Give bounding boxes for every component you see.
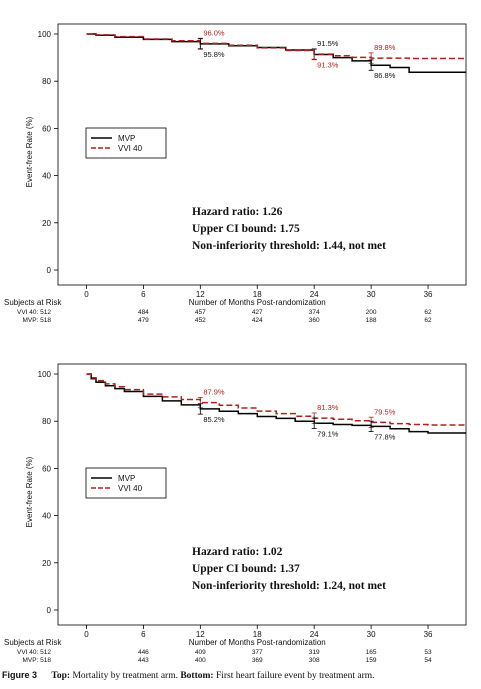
y-tick-label: 20 xyxy=(42,559,51,568)
x-tick-label: 36 xyxy=(424,630,433,639)
caption-bottom-label: Bottom: xyxy=(180,671,214,681)
risk-count: 360 xyxy=(309,317,320,324)
y-tick-label: 100 xyxy=(38,370,52,379)
y-axis-label: Event-free Rate (%) xyxy=(25,456,34,527)
x-tick-label: 18 xyxy=(253,630,262,639)
x-tick-label: 6 xyxy=(141,290,146,299)
caption-top-label: Top: xyxy=(51,671,71,681)
point-label: 96.0% xyxy=(203,28,225,37)
legend-label: MVP xyxy=(118,474,135,483)
point-label: 79.5% xyxy=(374,407,396,416)
risk-count: 319 xyxy=(309,649,320,656)
legend-label: MVP xyxy=(118,134,135,143)
risk-count: 308 xyxy=(309,657,320,664)
risk-count: 427 xyxy=(252,309,263,316)
series-line-mvp xyxy=(86,33,466,73)
point-label: 91.5% xyxy=(317,39,339,48)
risk-count: 446 xyxy=(138,649,149,656)
risk-count: 424 xyxy=(252,317,263,324)
risk-count: 54 xyxy=(424,657,432,664)
figure-caption: Figure 3 Top: Mortality by treatment arm… xyxy=(2,670,480,681)
y-tick-label: 0 xyxy=(47,606,52,615)
risk-count: 165 xyxy=(366,649,377,656)
x-tick-label: 12 xyxy=(196,630,205,639)
plot-frame xyxy=(57,23,467,286)
caption-bottom-text: First heart failure event by treatment a… xyxy=(215,671,375,681)
risk-count: 53 xyxy=(424,649,432,656)
x-tick-label: 24 xyxy=(310,630,319,639)
legend-label: VVI 40 xyxy=(118,144,143,153)
point-label: 81.3% xyxy=(317,403,339,412)
y-tick-label: 40 xyxy=(42,172,51,181)
stats-annotation: Non-inferiority threshold: 1.24, not met xyxy=(192,580,386,592)
x-tick-label: 30 xyxy=(367,630,376,639)
y-axis-label: Event-free Rate (%) xyxy=(25,116,34,187)
legend-box xyxy=(85,467,167,499)
risk-count: 374 xyxy=(309,309,320,316)
x-tick-label: 36 xyxy=(424,290,433,299)
risk-count: 484 xyxy=(138,309,149,316)
risk-count: 200 xyxy=(366,309,377,316)
point-label: 87.9% xyxy=(203,388,225,397)
series-line-vvi-40 xyxy=(86,33,466,60)
risk-table-header: Subjects at Risk xyxy=(4,638,62,647)
point-label: 79.1% xyxy=(317,429,339,438)
y-tick-label: 60 xyxy=(42,124,51,133)
x-axis-label: Number of Months Post-randomization xyxy=(189,298,326,307)
point-label: 91.3% xyxy=(317,61,339,70)
x-tick-label: 0 xyxy=(84,290,89,299)
risk-count: 479 xyxy=(138,317,149,324)
stats-annotation: Upper CI bound: 1.37 xyxy=(192,563,300,575)
risk-row-label: MVP: 518 xyxy=(22,317,51,324)
y-tick-label: 60 xyxy=(42,464,51,473)
risk-row-label: VVI 40: 512 xyxy=(17,309,51,316)
stats-annotation: Upper CI bound: 1.75 xyxy=(192,223,300,235)
risk-count: 452 xyxy=(195,317,206,324)
risk-count: 369 xyxy=(252,657,263,664)
x-tick-label: 12 xyxy=(196,290,205,299)
x-tick-label: 24 xyxy=(310,290,319,299)
chart-panel-top: 0 20 40 60 80 100 0 6 12 18 24 30 36 Event-free Rate … xyxy=(4,23,467,324)
chart-panel-bottom: 0 20 40 60 80 100 0 6 12 18 24 30 36 Event-free Rate … xyxy=(4,363,467,664)
figure-label: Figure 3 xyxy=(2,670,38,680)
legend-box xyxy=(85,127,167,159)
stats-annotation: Hazard ratio: 1.02 xyxy=(192,546,283,558)
y-tick-label: 20 xyxy=(42,219,51,228)
plot-frame xyxy=(57,363,467,626)
risk-count: 188 xyxy=(366,317,377,324)
risk-count: 457 xyxy=(195,309,206,316)
risk-row-label: MVP: 518 xyxy=(22,657,51,664)
x-tick-label: 18 xyxy=(253,290,262,299)
point-label: 89.8% xyxy=(374,43,396,52)
y-tick-label: 80 xyxy=(42,77,51,86)
x-tick-label: 6 xyxy=(141,630,146,639)
risk-count: 443 xyxy=(138,657,149,664)
stats-annotation: Hazard ratio: 1.26 xyxy=(192,206,283,218)
x-axis-label: Number of Months Post-randomization xyxy=(189,638,326,647)
point-label: 95.8% xyxy=(203,50,225,59)
point-label: 77.8% xyxy=(374,432,396,441)
y-tick-label: 40 xyxy=(42,512,51,521)
risk-count: 377 xyxy=(252,649,263,656)
risk-count: 159 xyxy=(366,657,377,664)
risk-count: 409 xyxy=(195,649,206,656)
x-tick-label: 0 xyxy=(84,630,89,639)
risk-count: 62 xyxy=(424,317,432,324)
x-tick-label: 30 xyxy=(367,290,376,299)
risk-count: 400 xyxy=(195,657,206,664)
legend-label: VVI 40 xyxy=(118,484,143,493)
y-tick-label: 100 xyxy=(38,30,52,39)
y-tick-label: 0 xyxy=(47,266,52,275)
point-label: 86.8% xyxy=(374,71,396,80)
risk-count: 62 xyxy=(424,309,432,316)
risk-table-header: Subjects at Risk xyxy=(4,298,62,307)
caption-top-text: Mortality by treatment arm. xyxy=(72,671,178,681)
point-label: 85.2% xyxy=(203,415,225,424)
risk-row-label: VVI 40: 512 xyxy=(17,649,51,656)
stats-annotation: Non-inferiority threshold: 1.44, not met xyxy=(192,240,386,252)
y-tick-label: 80 xyxy=(42,417,51,426)
